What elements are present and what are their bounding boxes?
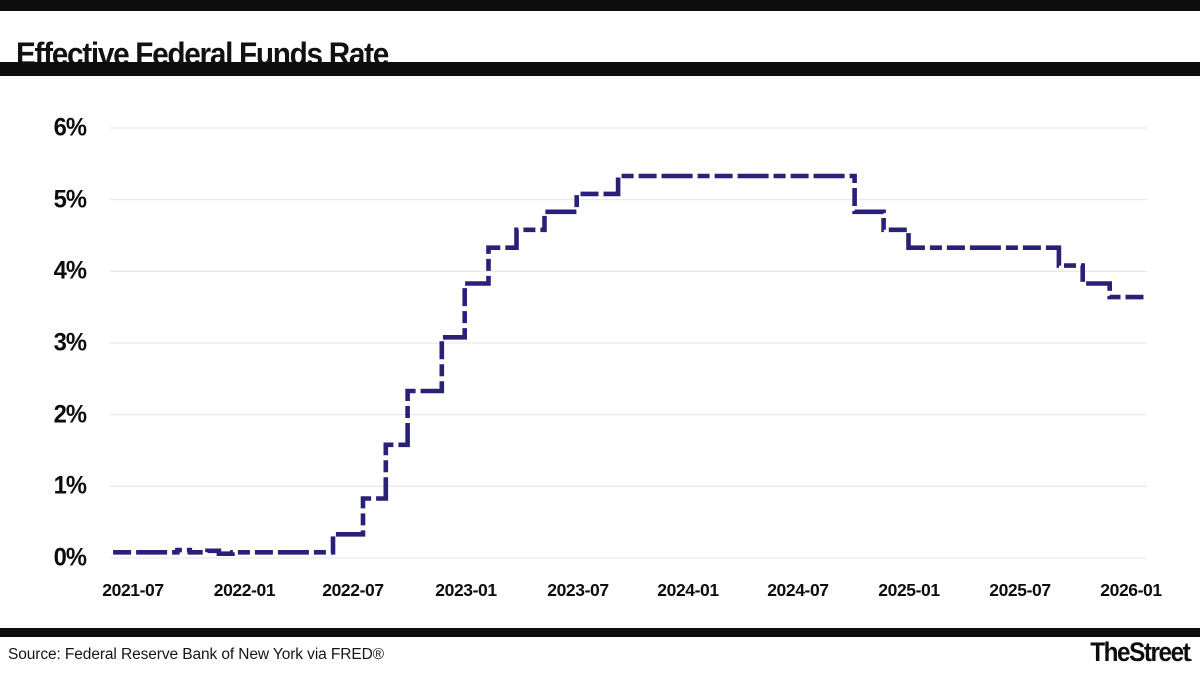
y-axis-tick-label: 4% <box>53 256 87 285</box>
y-axis-tick-label: 3% <box>53 328 87 357</box>
x-axis-tick-label: 2025-07 <box>989 580 1051 600</box>
y-axis-tick-label: 2% <box>53 400 87 429</box>
footer-divider-bar <box>0 628 1200 637</box>
title-divider-bar <box>0 62 1200 76</box>
x-axis-tick-label: 2026-01 <box>1100 580 1162 600</box>
thestreet-logo: TheStreet. <box>1090 637 1192 668</box>
x-axis-tick-label: 2025-01 <box>878 580 940 600</box>
y-axis-tick-label: 0% <box>53 543 87 572</box>
thestreet-logo-text: TheStreet <box>1090 637 1191 667</box>
x-axis-tick-label: 2024-01 <box>657 580 719 600</box>
thestreet-logo-dot: . <box>1189 650 1192 664</box>
x-axis-tick-label: 2024-07 <box>767 580 829 600</box>
y-axis-tick-label: 1% <box>53 471 87 500</box>
x-axis-tick-label: 2023-01 <box>435 580 497 600</box>
y-axis-tick-label: 6% <box>53 113 87 142</box>
x-axis-tick-label: 2022-01 <box>213 580 276 600</box>
x-axis-tick-label: 2022-07 <box>322 580 384 600</box>
rate-step-line <box>113 173 1147 556</box>
x-axis-tick-label: 2021-07 <box>102 580 164 600</box>
source-text: Source: Federal Reserve Bank of New York… <box>8 646 384 663</box>
top-black-bar <box>0 0 1200 11</box>
x-axis-tick-label: 2023-07 <box>547 580 609 600</box>
y-axis-tick-label: 5% <box>53 185 87 214</box>
